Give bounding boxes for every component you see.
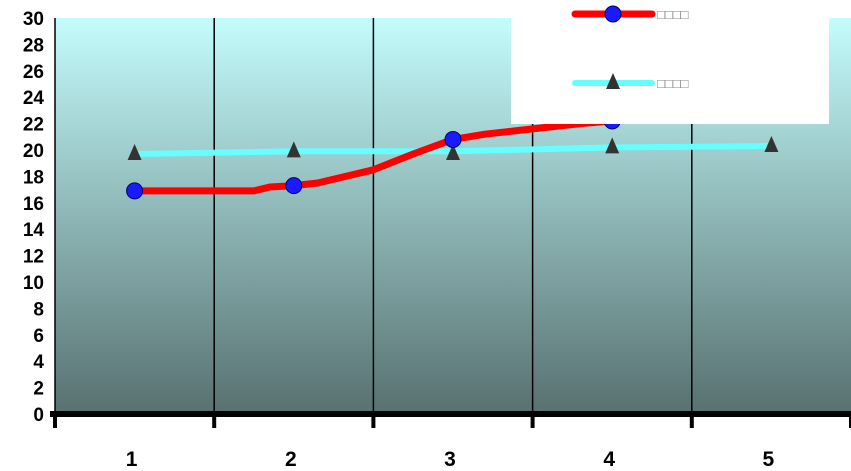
y-tick-label: 22 — [23, 115, 44, 136]
y-tick-label: 16 — [23, 194, 44, 215]
data-point-triangle — [605, 137, 620, 154]
x-tick-label: 5 — [763, 448, 775, 471]
y-tick-label: 10 — [23, 273, 44, 294]
x-tick-label: 3 — [444, 448, 456, 471]
y-tick-label: 28 — [23, 35, 44, 56]
x-tick-label: 4 — [603, 448, 615, 471]
x-tick-label: 1 — [126, 448, 138, 471]
data-point-triangle — [446, 143, 460, 160]
legend-box — [511, 0, 829, 124]
legend-label: □□□□ — [657, 76, 689, 91]
y-tick-label: 26 — [23, 62, 44, 83]
y-tick-label: 30 — [23, 9, 44, 30]
data-point-circle — [285, 177, 303, 195]
legend-label: □□□□ — [657, 7, 689, 22]
y-tick-label: 4 — [33, 352, 44, 373]
y-tick-label: 20 — [23, 141, 44, 162]
y-tick-label: 2 — [33, 379, 44, 400]
y-tick-label: 12 — [23, 247, 44, 268]
x-tick-label: 2 — [285, 448, 297, 471]
y-tick-label: 14 — [23, 220, 45, 241]
data-point-triangle — [764, 136, 779, 153]
data-point-circle — [444, 130, 462, 148]
data-point-triangle — [286, 141, 301, 158]
legend: □□□□ □□□□ — [511, 0, 829, 124]
data-point-triangle — [127, 143, 142, 160]
y-tick-label: 6 — [33, 326, 44, 347]
y-tick-label: 18 — [23, 167, 44, 188]
y-tick-label: 0 — [33, 405, 44, 426]
y-tick-label: 24 — [23, 88, 45, 109]
data-point-circle — [126, 182, 144, 200]
legend-marker-circle — [604, 5, 622, 23]
legend-marker-triangle — [606, 73, 620, 89]
y-tick-label: 8 — [33, 299, 44, 320]
